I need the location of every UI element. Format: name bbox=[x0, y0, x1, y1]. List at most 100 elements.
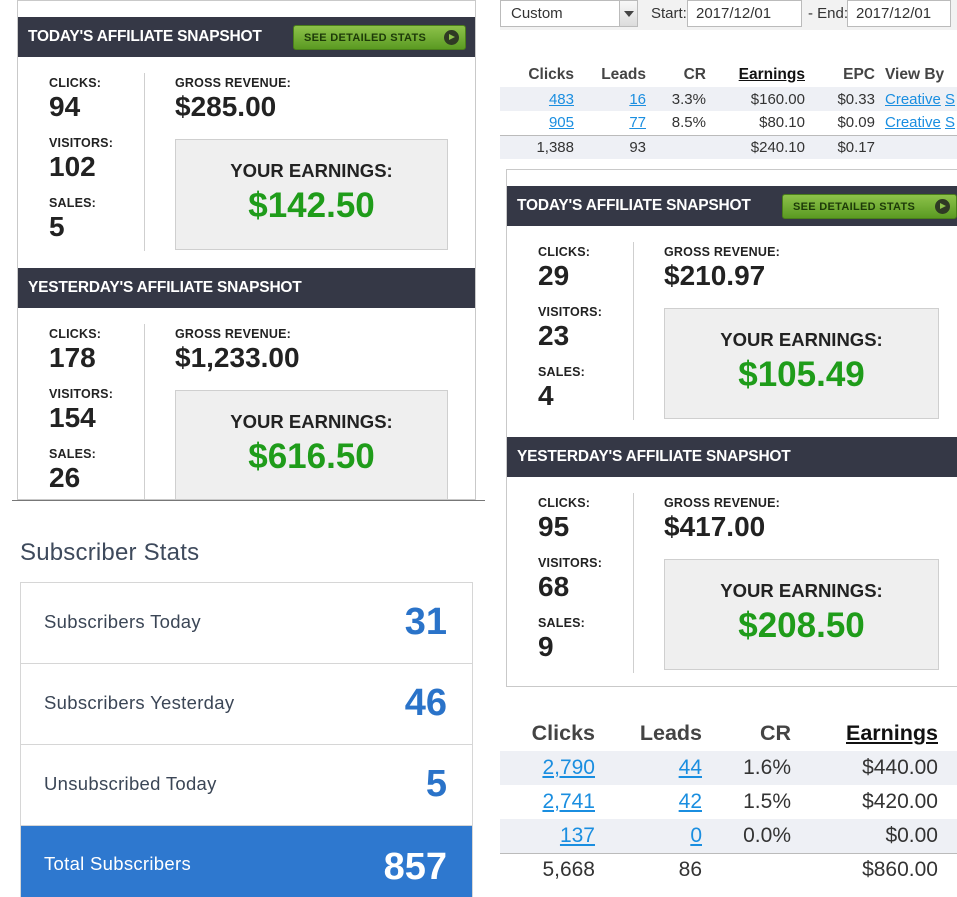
total-earnings: $240.10 bbox=[706, 134, 805, 159]
table-row: 137 0 0.0% $0.00 bbox=[500, 819, 957, 853]
visitors-value: 68 bbox=[538, 571, 570, 602]
clicks-link[interactable]: 137 bbox=[559, 823, 595, 847]
gross-revenue-value: $210.97 bbox=[664, 260, 766, 291]
table-header-row: Clicks Leads CR Earnings bbox=[500, 716, 957, 751]
see-detailed-stats-button[interactable]: SEE DETAILED STATS bbox=[293, 25, 466, 50]
leads-link[interactable]: 0 bbox=[690, 823, 702, 847]
chevron-down-icon[interactable] bbox=[619, 1, 637, 26]
subscribers-yesterday-label: Subscribers Yesterday bbox=[44, 692, 235, 713]
sales-value: 5 bbox=[49, 211, 65, 242]
earnings-cell: $160.00 bbox=[706, 87, 805, 111]
total-leads: 86 bbox=[595, 852, 702, 887]
leads-link[interactable]: 77 bbox=[629, 114, 646, 132]
visitors-value: 23 bbox=[538, 320, 570, 351]
view-by-creative-link[interactable]: Creative bbox=[885, 114, 941, 132]
table-header-row: Clicks Leads CR Earnings EPC View By bbox=[500, 62, 957, 87]
col-header-clicks[interactable]: Clicks bbox=[531, 721, 595, 745]
column-divider bbox=[633, 493, 634, 673]
sales-label: SALES: bbox=[49, 196, 97, 210]
clicks-link[interactable]: 905 bbox=[548, 114, 574, 132]
total-epc: $0.17 bbox=[805, 134, 875, 159]
earnings-value: $616.50 bbox=[248, 437, 375, 476]
gross-revenue-label: GROSS REVENUE: bbox=[175, 327, 292, 341]
earnings-label: YOUR EARNINGS: bbox=[720, 580, 883, 601]
col-header-cr[interactable]: CR bbox=[759, 721, 791, 745]
col-header-leads[interactable]: Leads bbox=[601, 65, 646, 83]
end-date-input[interactable]: 2017/12/01 bbox=[847, 0, 951, 27]
date-range-value: Custom bbox=[511, 5, 563, 22]
start-label: Start: bbox=[651, 5, 687, 22]
see-detailed-stats-button[interactable]: SEE DETAILED STATS bbox=[782, 194, 957, 219]
earnings-label: YOUR EARNINGS: bbox=[230, 160, 393, 181]
earnings-value: $142.50 bbox=[248, 186, 375, 225]
total-cr bbox=[702, 852, 791, 887]
view-by-s-link[interactable]: S bbox=[945, 90, 956, 108]
today-snapshot-body: CLICKS: 29 VISITORS: 23 SALES: 4 GROSS R… bbox=[507, 226, 957, 426]
table-row: 2,741 42 1.5% $420.00 bbox=[500, 785, 957, 819]
sales-label: SALES: bbox=[49, 447, 97, 461]
clicks-label: CLICKS: bbox=[49, 327, 102, 341]
earnings-cell: $440.00 bbox=[791, 751, 938, 785]
visitors-label: VISITORS: bbox=[538, 305, 603, 319]
gross-revenue-value: $417.00 bbox=[664, 511, 766, 542]
subscriber-stats-title: Subscriber Stats bbox=[20, 539, 200, 566]
total-leads: 93 bbox=[574, 134, 646, 159]
earnings-cell: $80.10 bbox=[759, 114, 805, 132]
subscriber-stats-card: Subscribers Today 31 Subscribers Yesterd… bbox=[20, 582, 473, 897]
table-row: 483 16 3.3% $160.00 $0.33 Creative S bbox=[500, 87, 957, 111]
unsubscribed-today-label: Unsubscribed Today bbox=[44, 773, 217, 794]
col-header-earnings[interactable]: Earnings bbox=[791, 716, 938, 751]
table-total-row: 5,668 86 $860.00 bbox=[500, 852, 957, 887]
earnings-value: $208.50 bbox=[738, 606, 865, 645]
col-header-clicks[interactable]: Clicks bbox=[528, 65, 574, 83]
cr-cell: 1.5% bbox=[743, 790, 791, 813]
earnings-label: YOUR EARNINGS: bbox=[230, 411, 393, 432]
column-divider bbox=[144, 324, 145, 499]
cr-cell: 8.5% bbox=[671, 114, 706, 132]
leads-link[interactable]: 42 bbox=[678, 790, 702, 813]
yesterday-snapshot-title: YESTERDAY'S AFFILIATE SNAPSHOT bbox=[28, 279, 302, 296]
table-total-row: 1,388 93 $240.10 $0.17 bbox=[500, 134, 957, 159]
panel-bottom-divider bbox=[12, 500, 485, 501]
col-header-cr[interactable]: CR bbox=[683, 65, 706, 83]
clicks-label: CLICKS: bbox=[538, 496, 591, 510]
visitors-value: 154 bbox=[49, 402, 96, 433]
sales-label: SALES: bbox=[538, 365, 586, 379]
gross-revenue-label: GROSS REVENUE: bbox=[175, 76, 292, 90]
yesterday-snapshot-header: YESTERDAY'S AFFILIATE SNAPSHOT bbox=[507, 437, 957, 477]
view-by-s-link[interactable]: S bbox=[945, 114, 956, 132]
subscribers-yesterday-row: Subscribers Yesterday 46 bbox=[21, 664, 472, 745]
sales-value: 9 bbox=[538, 631, 554, 662]
sales-value: 26 bbox=[49, 462, 81, 493]
col-header-earnings[interactable]: Earnings bbox=[706, 62, 805, 87]
play-arrow-icon bbox=[935, 199, 950, 214]
clicks-value: 94 bbox=[49, 91, 81, 122]
total-subscribers-value: 857 bbox=[383, 846, 447, 888]
earnings-value: $105.49 bbox=[738, 355, 865, 394]
view-by-creative-link[interactable]: Creative bbox=[885, 90, 941, 108]
col-header-epc[interactable]: EPC bbox=[843, 65, 875, 83]
earnings-cell: $0.00 bbox=[791, 819, 938, 853]
col-header-earnings-label: Earnings bbox=[738, 65, 805, 83]
clicks-link[interactable]: 2,741 bbox=[542, 790, 595, 813]
table-row: 2,790 44 1.6% $440.00 bbox=[500, 751, 957, 785]
today-snapshot-body: CLICKS: 94 VISITORS: 102 SALES: 5 GROSS … bbox=[18, 57, 475, 257]
leads-link[interactable]: 44 bbox=[678, 756, 702, 779]
date-range-select[interactable]: Custom bbox=[500, 0, 638, 27]
col-header-leads[interactable]: Leads bbox=[639, 721, 702, 745]
right-snapshot-panel: TODAY'S AFFILIATE SNAPSHOT SEE DETAILED … bbox=[506, 169, 957, 687]
subscribers-today-row: Subscribers Today 31 bbox=[21, 583, 472, 664]
column-divider bbox=[144, 73, 145, 251]
stats-table-top: Clicks Leads CR Earnings EPC View By 483… bbox=[500, 62, 957, 159]
start-date-input[interactable]: 2017/12/01 bbox=[687, 0, 802, 27]
clicks-link[interactable]: 483 bbox=[548, 90, 574, 108]
subscribers-yesterday-value: 46 bbox=[404, 682, 447, 724]
earnings-label: YOUR EARNINGS: bbox=[720, 329, 883, 350]
leads-link[interactable]: 16 bbox=[629, 90, 646, 108]
unsubscribed-today-value: 5 bbox=[425, 763, 447, 805]
cr-cell: 0.0% bbox=[702, 819, 791, 853]
col-header-view-by: View By bbox=[885, 65, 945, 83]
total-earnings: $860.00 bbox=[791, 852, 938, 887]
clicks-link[interactable]: 2,790 bbox=[542, 756, 595, 779]
yesterday-snapshot-body: CLICKS: 178 VISITORS: 154 SALES: 26 GROS… bbox=[18, 308, 475, 499]
